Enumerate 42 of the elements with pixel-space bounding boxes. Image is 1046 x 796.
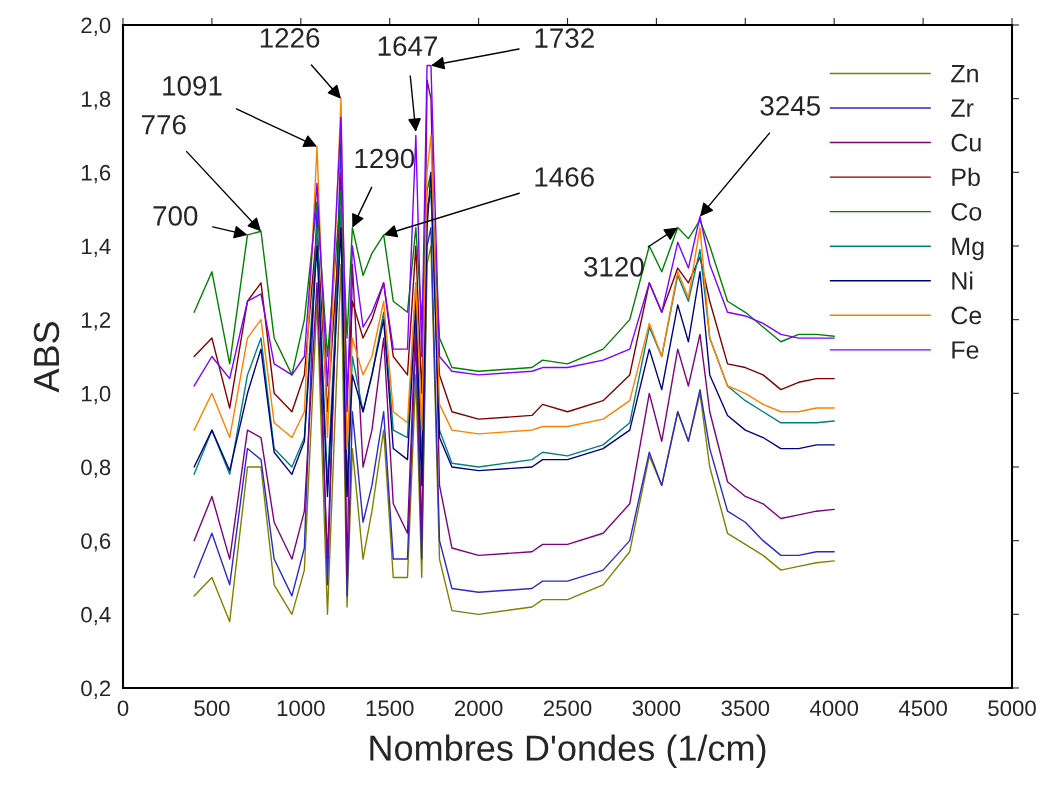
y-tick-label: 0,6 [81, 533, 111, 552]
legend-label: Zn [951, 64, 978, 83]
annotation: 1732 [535, 28, 594, 48]
legend-label: Cu [951, 133, 981, 152]
x-tick-label: 3000 [632, 700, 681, 717]
legend-label: Zr [951, 99, 974, 117]
y-tick-label: 0,2 [81, 680, 111, 699]
x-tick-label: 1000 [277, 700, 325, 717]
x-tick-label: 500 [194, 700, 230, 717]
y-tick-label: 1,4 [82, 238, 111, 257]
annotation: 1226 [260, 28, 320, 48]
x-tick-label: 4000 [810, 700, 859, 717]
y-tick-label: 1,0 [82, 385, 111, 405]
x-tick-label: 4500 [898, 700, 947, 717]
annotation: 776 [142, 114, 186, 135]
legend-label: Ce [951, 306, 982, 325]
annotation: 3245 [760, 95, 820, 116]
legend-label: Ni [952, 271, 973, 290]
y-tick-label: 2,0 [81, 17, 111, 36]
x-axis-title: Nombres D'ondes (1/cm) [370, 734, 766, 769]
x-tick-label: 2500 [543, 700, 592, 717]
x-tick-label: 5000 [988, 700, 1036, 717]
legend-label: Co [951, 202, 982, 221]
annotation: 700 [153, 206, 198, 226]
legend-label: Mg [952, 237, 984, 261]
y-tick-label: 1,2 [82, 312, 111, 331]
x-tick-label: 0 [117, 700, 129, 717]
y-tick-label: 1,8 [82, 91, 111, 110]
annotation: 1466 [535, 167, 594, 187]
annotation: 1647 [378, 36, 438, 56]
y-axis-title: ABS [33, 322, 60, 393]
y-tick-label: 1,6 [82, 164, 111, 184]
legend-label: Pb [952, 167, 980, 187]
x-tick-label: 2000 [455, 700, 503, 717]
y-tick-label: 0,8 [81, 459, 111, 478]
annotation: 3120 [584, 257, 644, 277]
x-tick-label: 3500 [721, 700, 770, 717]
x-tick-label: 1500 [366, 700, 414, 717]
annotation: 1290 [355, 148, 415, 169]
annotation: 1091 [163, 76, 222, 96]
y-tick-label: 0,4 [81, 606, 111, 626]
legend-label: Fe [952, 341, 979, 359]
